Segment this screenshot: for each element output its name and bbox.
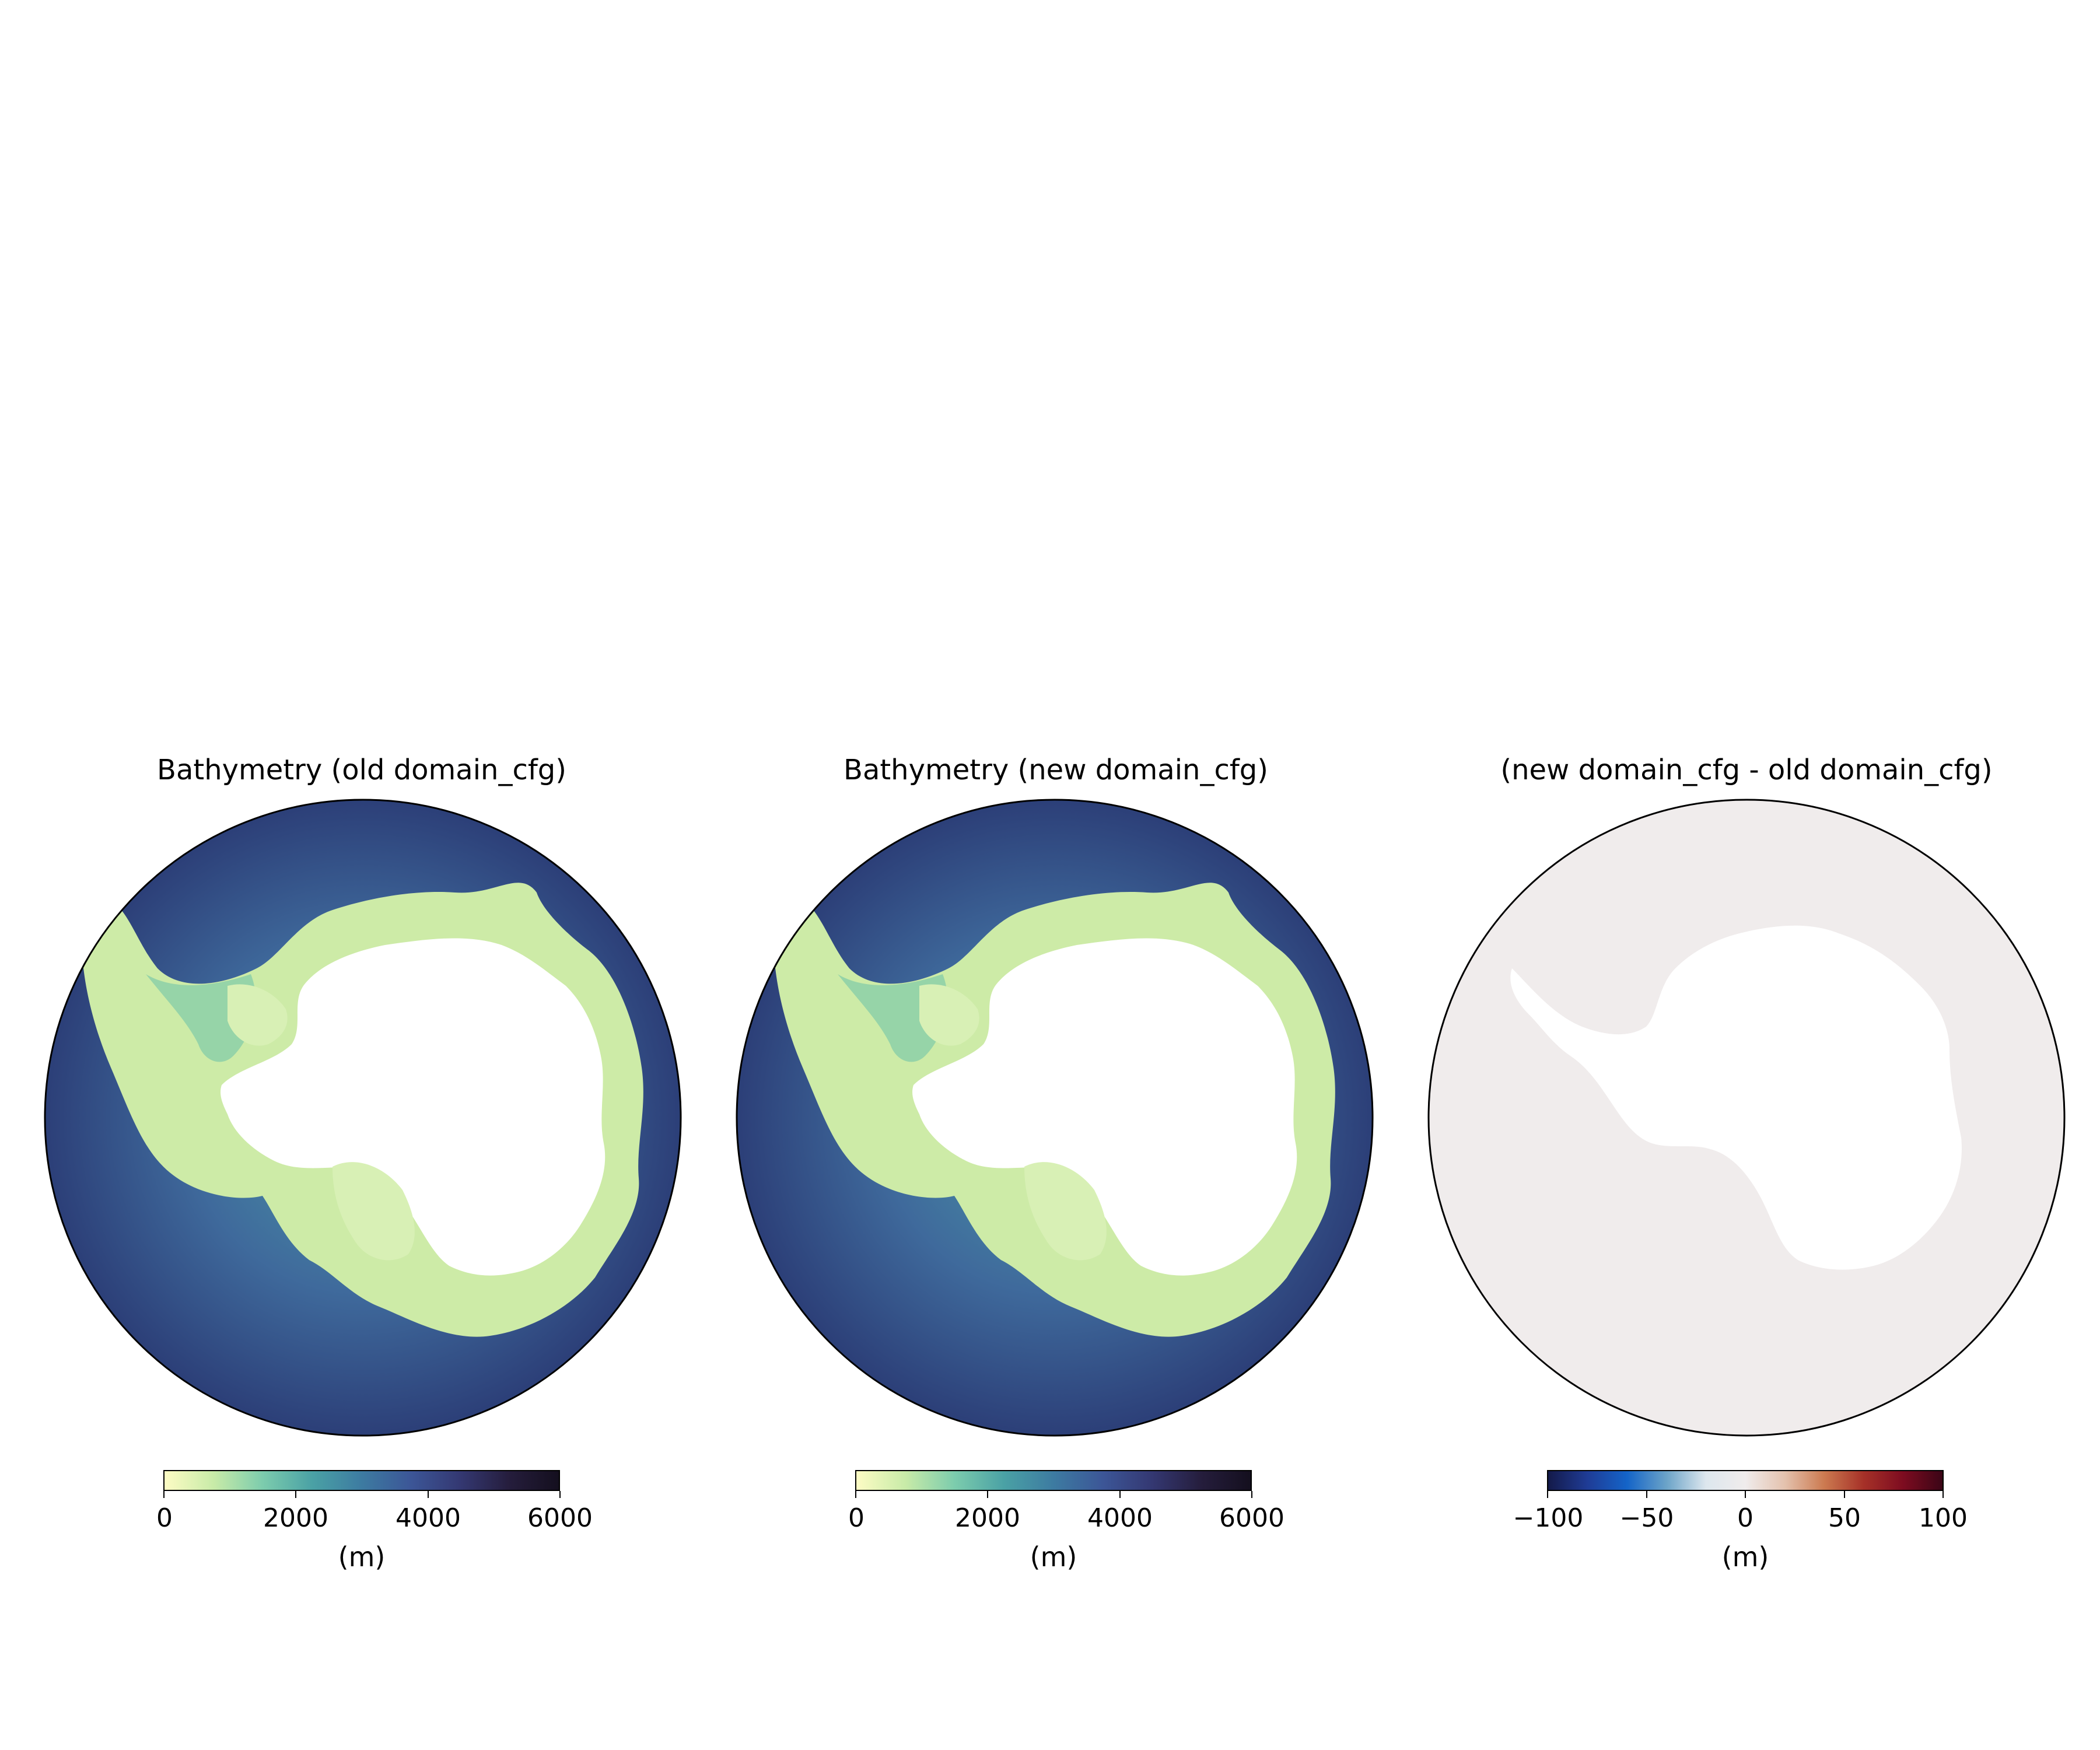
tick-label: 6000	[1219, 1503, 1284, 1533]
tick-label: 2000	[955, 1503, 1020, 1533]
tick-label: 0	[1737, 1503, 1754, 1533]
panel-title-new: Bathymetry (new domain_cfg)	[844, 754, 1268, 786]
tick	[295, 1491, 296, 1498]
tick-label: 0	[156, 1503, 173, 1533]
tick-label: 100	[1919, 1503, 1968, 1533]
ice-shelf	[919, 984, 979, 1046]
colorbar-unit-old: (m)	[338, 1541, 386, 1573]
tick-label: 4000	[1087, 1503, 1153, 1533]
tick	[1646, 1491, 1647, 1498]
tick-label: 4000	[396, 1503, 461, 1533]
tick	[855, 1491, 856, 1498]
panel-title-old: Bathymetry (old domain_cfg)	[157, 754, 566, 786]
colorbar-old	[163, 1470, 560, 1491]
antarctica-land	[912, 938, 1297, 1276]
tick	[1547, 1491, 1548, 1498]
difference-map	[1427, 799, 2066, 1437]
tick	[1251, 1491, 1252, 1498]
ross-shelf	[332, 1162, 415, 1261]
colorbar-unit-diff: (m)	[1721, 1541, 1769, 1573]
ross-shelf	[1024, 1162, 1107, 1261]
colorbar-unit-new: (m)	[1030, 1541, 1077, 1573]
bathymetry-map-old	[44, 799, 682, 1437]
tick	[428, 1491, 429, 1498]
bathymetry-map-new	[736, 799, 1374, 1437]
tick-label: 6000	[527, 1503, 593, 1533]
tick-label: 50	[1828, 1503, 1861, 1533]
colorbar-new	[855, 1470, 1252, 1491]
tick-label: 2000	[263, 1503, 328, 1533]
tick	[1844, 1491, 1845, 1498]
tick	[987, 1491, 988, 1498]
antarctica-land	[1510, 925, 1962, 1270]
tick	[163, 1491, 164, 1498]
antarctica-land	[220, 938, 606, 1276]
panel-title-diff: (new domain_cfg - old domain_cfg)	[1500, 754, 1993, 786]
tick	[559, 1491, 561, 1498]
colorbar-diff	[1547, 1470, 1944, 1491]
tick-label: −50	[1619, 1503, 1674, 1533]
tick	[1745, 1491, 1746, 1498]
tick	[1943, 1491, 1944, 1498]
tick-label: 0	[848, 1503, 864, 1533]
tick-label: −100	[1513, 1503, 1584, 1533]
tick	[1119, 1491, 1121, 1498]
ice-shelf	[228, 984, 288, 1046]
